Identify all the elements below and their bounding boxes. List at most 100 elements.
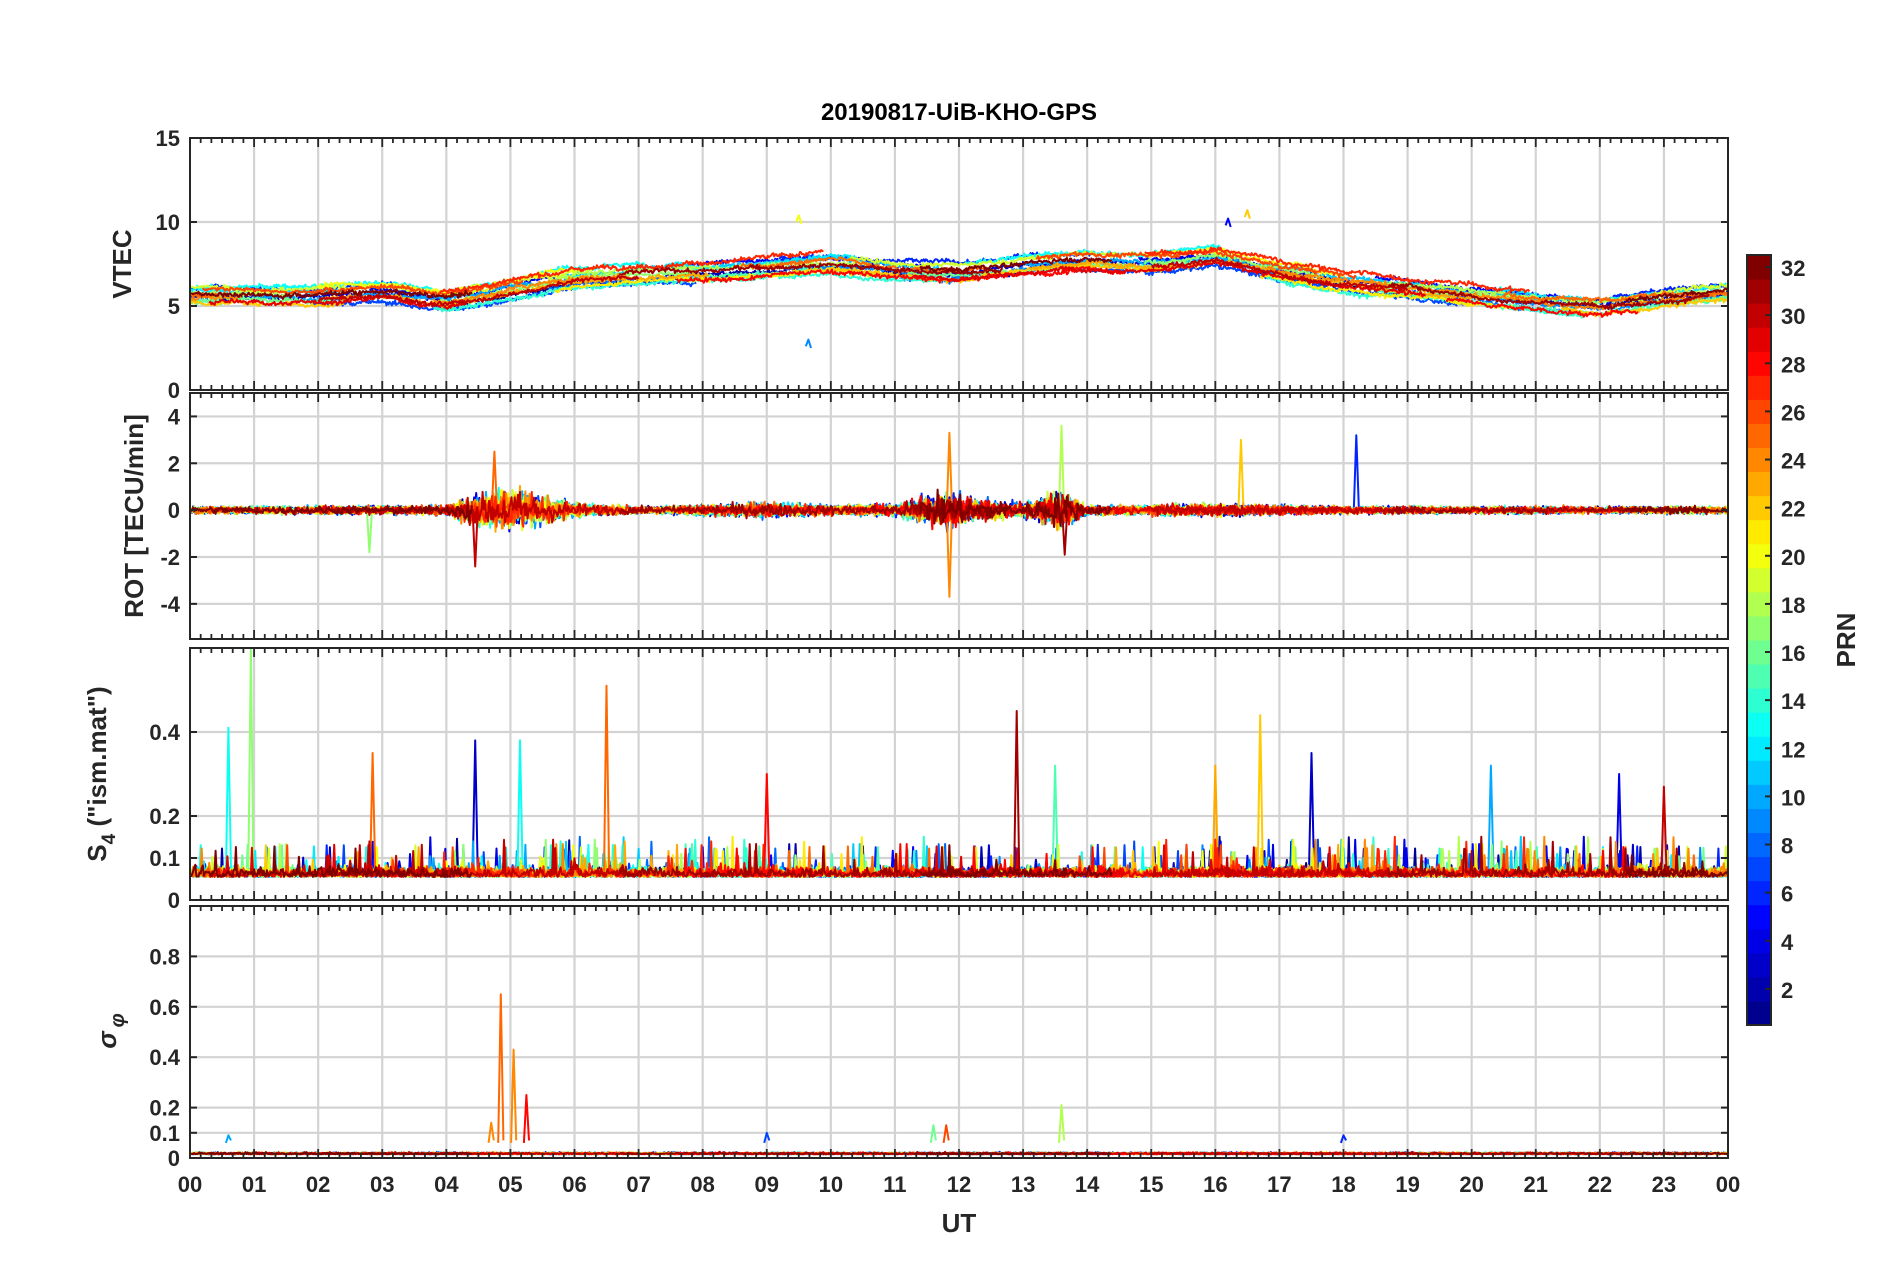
series-line-prn-9: [804, 338, 812, 349]
series-line-prn-32: [1624, 854, 1728, 878]
series-line-prn-10: [224, 1134, 232, 1144]
colorbar-tick-label: 28: [1781, 352, 1805, 377]
series-line-prn-30: [317, 275, 640, 308]
series-vtec: [190, 209, 1728, 349]
x-tick-label: 15: [1139, 1172, 1163, 1197]
colorbar-tick-label: 14: [1781, 689, 1806, 714]
colorbar-tick-label: 12: [1781, 737, 1805, 762]
series-line-prn-25: [1502, 290, 1728, 304]
series-line-prn-6: [1339, 1134, 1347, 1144]
series-line-prn-6: [1352, 434, 1360, 511]
colorbar-block: [1747, 375, 1771, 400]
axes-rot: -4 -2 0 2 4: [160, 392, 1729, 640]
colorbar-block: [1747, 615, 1771, 641]
y-tick-label: 0.2: [149, 804, 180, 829]
x-tick-label: 19: [1395, 1172, 1419, 1197]
colorbar-frame: [1746, 254, 1772, 1026]
x-tick-label: 13: [1011, 1172, 1035, 1197]
panel-rot: -4 -2 0 2 4 ROT [TECU/min]: [119, 392, 1729, 640]
series-line-prn-7: [763, 1131, 771, 1144]
series-line-prn-16: [929, 1124, 937, 1144]
x-tick-label: 16: [1203, 1172, 1227, 1197]
series-line-prn-16: [190, 294, 332, 306]
series-line-prn-32: [1624, 504, 1728, 516]
colorbar-tick-label: 32: [1781, 256, 1805, 281]
series-line-prn-13: [224, 726, 232, 875]
colorbar-block: [1747, 760, 1771, 785]
y-tick-label: 0.4: [149, 1045, 180, 1070]
grid-s4: [190, 648, 1728, 900]
y-tick-label: 0.2: [149, 1096, 180, 1121]
y-tick-label: 15: [156, 126, 180, 151]
ylabel-s4-sub: 4: [99, 833, 120, 844]
series-line-prn-25: [490, 450, 498, 511]
colorbar-block: [1747, 327, 1771, 352]
series-line-prn-27: [1144, 246, 1531, 294]
colorbar-tick-label: 4: [1781, 930, 1794, 955]
x-tick-label: 12: [947, 1172, 971, 1197]
series-line-prn-22: [1256, 714, 1264, 875]
grid-sigma-phi: [190, 906, 1728, 1158]
axes-frame: [189, 392, 1729, 640]
x-tick-label: 17: [1267, 1172, 1291, 1197]
y-tick-label: 0: [168, 888, 180, 913]
colorbar-block: [1747, 423, 1771, 448]
x-tick-label: 01: [242, 1172, 266, 1197]
panel-sigma-phi: 00.10.2 0.4 0.6 0.8 σφ: [92, 905, 1729, 1171]
axes-s4: 0 0.1 0.2 0.4: [149, 647, 1729, 913]
series-line-prn-25: [603, 684, 611, 875]
x-tick-label: 21: [1524, 1172, 1548, 1197]
series-line-prn-26: [202, 279, 524, 298]
series-line-prn-22: [1243, 209, 1251, 219]
y-tick-label: 0: [168, 1146, 180, 1171]
series-line-prn-32: [190, 845, 473, 878]
x-tick-label: 18: [1331, 1172, 1355, 1197]
colorbar-block: [1747, 279, 1771, 304]
series-line-prn-32: [920, 1151, 1112, 1156]
colorbar-tick-label: 26: [1781, 400, 1805, 425]
y-tick-label: 0.8: [149, 944, 180, 969]
x-tick-label: 00: [178, 1172, 202, 1197]
x-tick-label: 03: [370, 1172, 394, 1197]
colorbar-block: [1747, 952, 1771, 978]
axes-vtec: 0 5 10 15: [156, 126, 1729, 403]
colorbar-block: [1747, 1000, 1771, 1026]
series-line-prn-24: [945, 431, 953, 511]
series-line-prn-3: [471, 739, 479, 875]
series-s4: [190, 648, 1728, 878]
ylabel-sigma-phi: σφ: [92, 1013, 129, 1048]
series-line-prn-17: [365, 510, 373, 554]
y-tick-label: 2: [168, 451, 180, 476]
series-line-prn-28: [676, 266, 1126, 284]
y-tick-label: 0.1: [149, 846, 180, 871]
series-line-prn-4: [1615, 773, 1623, 875]
series-line-prn-5: [1224, 217, 1232, 228]
x-tick-label: 09: [755, 1172, 779, 1197]
x-tick-label: 07: [626, 1172, 650, 1197]
series-line-prn-28: [522, 1094, 530, 1143]
series-line-prn-31: [1388, 282, 1710, 311]
ylabel-sigma-main: σ: [92, 1030, 122, 1049]
y-tick-label: 10: [156, 210, 180, 235]
x-tick-label: 14: [1075, 1172, 1100, 1197]
y-tick-label: 0.6: [149, 995, 180, 1020]
colorbar-label: PRN: [1831, 613, 1861, 668]
colorbar-block: [1747, 567, 1771, 593]
colorbar-block: [1747, 808, 1771, 833]
series-line-prn-31: [1013, 710, 1021, 875]
ylabel-s4-rest: ("ism.mat"): [82, 686, 112, 833]
series-line-prn-30: [1151, 256, 1409, 292]
x-tick-label: 20: [1459, 1172, 1483, 1197]
series-line-prn-25: [734, 256, 991, 275]
series-line-prn-28: [763, 773, 771, 875]
y-tick-label: 5: [168, 294, 180, 319]
x-tick-label: 00: [1716, 1172, 1740, 1197]
x-tick-label: 05: [498, 1172, 522, 1197]
colorbar-tick-label: 6: [1781, 882, 1793, 907]
series-line-prn-21: [1259, 273, 1518, 312]
x-tick-label: 22: [1588, 1172, 1612, 1197]
series-line-prn-26: [942, 1124, 950, 1144]
series-line-prn-25: [369, 752, 377, 875]
